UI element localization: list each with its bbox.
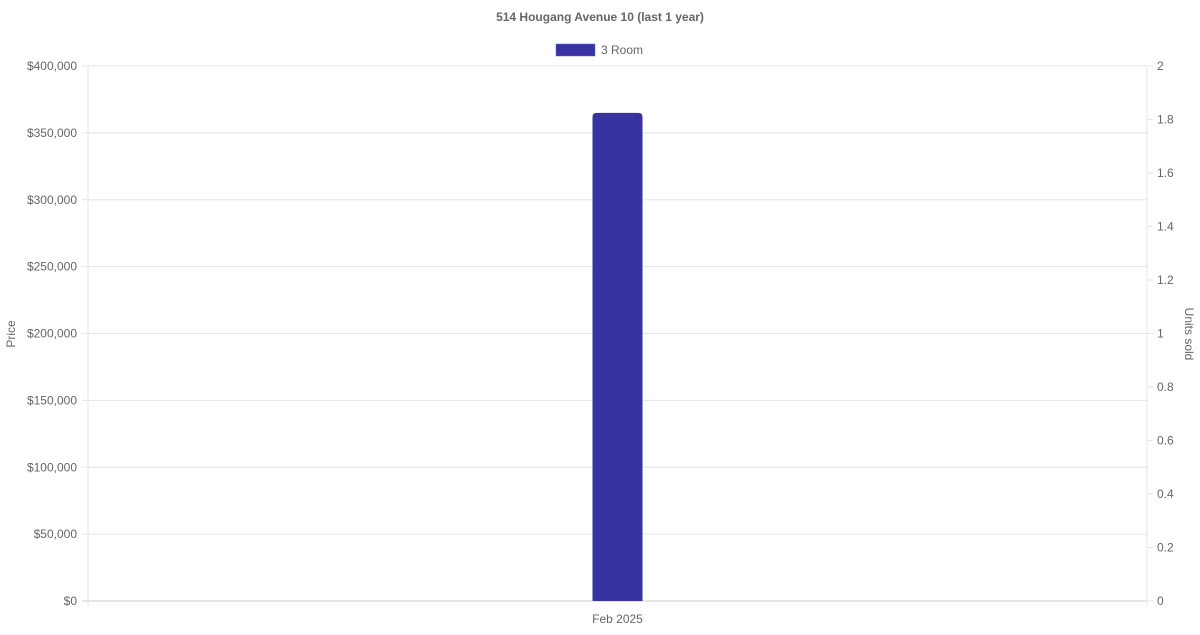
y2-tick-label: 0.6 [1157,434,1174,448]
y2-tick-label: 0.8 [1157,380,1174,394]
y-tick-label: $200,000 [27,327,77,341]
y2-tick-label: 1.6 [1157,166,1174,180]
y2-tick-label: 0.4 [1157,487,1174,501]
bar [592,112,643,601]
y2-tick-label: 0.2 [1157,541,1174,555]
y-tick-label: $350,000 [27,126,77,140]
y2-tick-label: 1.4 [1157,220,1174,234]
y2-axis-label: Units sold [1182,308,1196,361]
y2-tick-label: 1 [1157,327,1164,341]
y-axis-label: Price [4,320,18,348]
y2-tick-label: 1.2 [1157,273,1174,287]
y-tick-label: $50,000 [34,527,78,541]
y-tick-label: $300,000 [27,193,77,207]
y2-tick-label: 2 [1157,59,1164,73]
chart-title: 514 Hougang Avenue 10 (last 1 year) [496,10,704,24]
legend-label: 3 Room [601,43,643,57]
y-tick-label: $0 [64,594,78,608]
y2-tick-label: 1.8 [1157,113,1174,127]
legend-swatch [555,43,596,57]
x-tick-label: Feb 2025 [592,612,643,626]
y2-tick-label: 0 [1157,594,1164,608]
y-tick-label: $150,000 [27,393,77,407]
y-tick-label: $400,000 [27,59,77,73]
legend[interactable]: 3 Room [555,43,643,57]
y-tick-label: $250,000 [27,260,77,274]
y-tick-label: $100,000 [27,460,77,474]
